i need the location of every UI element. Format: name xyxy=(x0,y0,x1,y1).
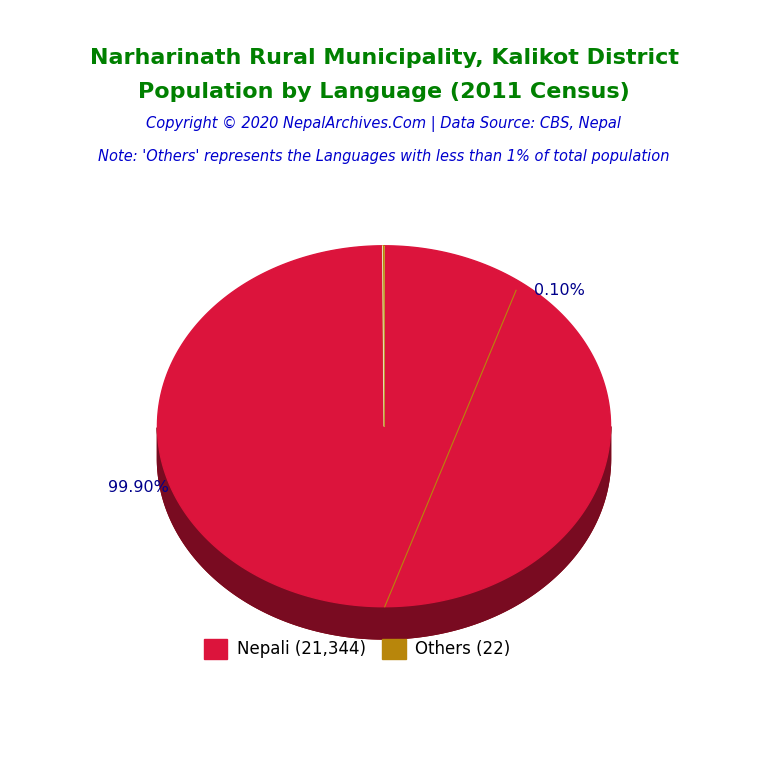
Bar xyxy=(382,639,406,659)
Bar xyxy=(204,639,227,659)
Text: Note: 'Others' represents the Languages with less than 1% of total population: Note: 'Others' represents the Languages … xyxy=(98,149,670,164)
Text: Narharinath Rural Municipality, Kalikot District: Narharinath Rural Municipality, Kalikot … xyxy=(90,48,678,68)
Polygon shape xyxy=(382,246,384,426)
Text: Population by Language (2011 Census): Population by Language (2011 Census) xyxy=(138,82,630,102)
Text: Others (22): Others (22) xyxy=(415,640,510,658)
Text: 0.10%: 0.10% xyxy=(534,283,584,298)
Text: Copyright © 2020 NepalArchives.Com | Data Source: CBS, Nepal: Copyright © 2020 NepalArchives.Com | Dat… xyxy=(147,117,621,132)
Text: 99.90%: 99.90% xyxy=(108,480,168,495)
Polygon shape xyxy=(157,426,611,639)
Polygon shape xyxy=(157,246,611,607)
Polygon shape xyxy=(157,427,611,639)
Text: Nepali (21,344): Nepali (21,344) xyxy=(237,640,366,658)
